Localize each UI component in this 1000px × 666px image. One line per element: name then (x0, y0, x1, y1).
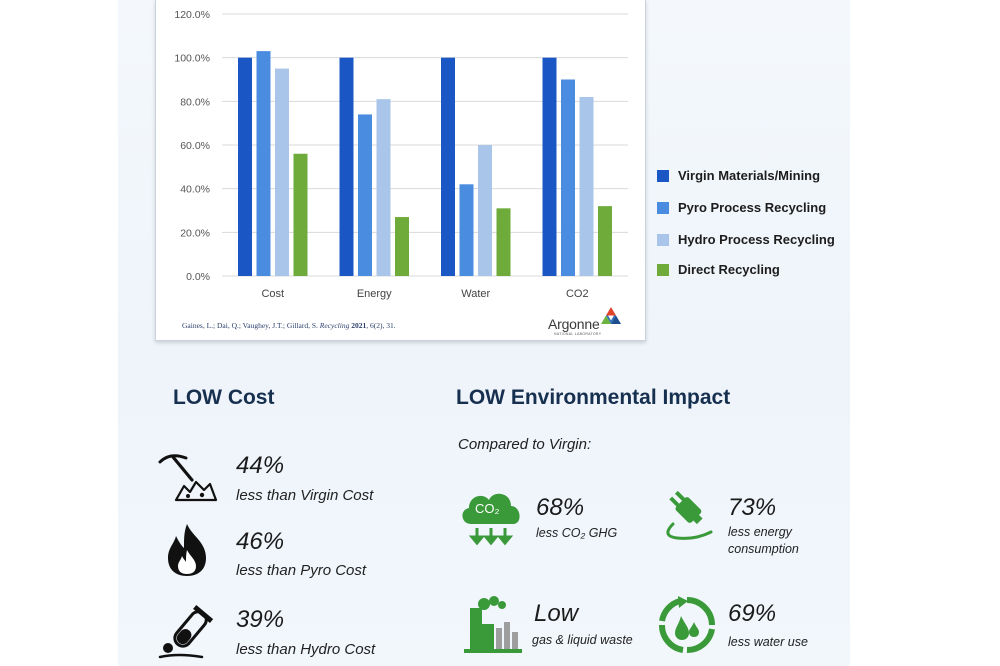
low-cost-heading: LOW Cost (173, 386, 275, 409)
stat-hydro-cost-text: less than Hydro Cost (236, 641, 376, 658)
bar (459, 184, 474, 276)
stat-energy-value: 73% (728, 494, 777, 521)
citation-journal: Recycling (319, 321, 350, 330)
bar (441, 57, 455, 276)
legend-label-pyro: Pyro Process Recycling (678, 200, 827, 215)
stat-waste-value: Low (534, 600, 579, 627)
co2-icon-text: CO₂ (475, 501, 500, 516)
stat-virgin-cost-value: 44% (236, 452, 285, 479)
bar (395, 217, 409, 276)
stat-pyro-cost-value: 46% (236, 528, 285, 555)
citation-authors: Gaines, L.; Dai, Q.; Vaughey, J.T.; Gill… (182, 321, 318, 330)
compared-to-virgin-note: Compared to Virgin: (458, 436, 592, 453)
bar (238, 57, 252, 276)
mining-pickaxe-icon (158, 454, 218, 502)
co2-cloud-icon: CO₂ (457, 484, 525, 546)
power-plug-icon (666, 490, 713, 540)
bar (561, 79, 575, 276)
stat-energy-line2: consumption (728, 542, 799, 556)
stat-co2-text: less CO₂ GHG (536, 526, 618, 540)
water-recycle-icon (658, 596, 715, 654)
bar (339, 57, 354, 276)
stat-waste-text: gas & liquid waste (532, 633, 633, 647)
stat-virgin-cost-text: less than Virgin Cost (236, 487, 374, 504)
y-tick-label: 120.0% (174, 9, 210, 21)
legend-label-hydro: Hydro Process Recycling (678, 232, 835, 247)
stat-co2-value: 68% (536, 494, 585, 521)
x-tick-label: Energy (357, 288, 392, 300)
bar (358, 114, 372, 276)
legend-swatch-virgin (657, 170, 669, 182)
citation-details: , 6(2), 31. (366, 321, 396, 330)
logo-name: Argonne (548, 316, 600, 332)
legend-swatch-hydro (657, 234, 669, 246)
logo-subtitle: NATIONAL LABORATORY (554, 332, 602, 336)
legend-swatch-direct (657, 264, 669, 276)
bar-chart: 0.0% 20.0% 40.0% 60.0% 80.0% 100.0% 120.0% Cost… (174, 9, 628, 300)
bar (579, 96, 594, 276)
bar (496, 208, 511, 276)
y-tick-label: 0.0% (186, 271, 210, 283)
factory-icon (464, 596, 522, 653)
citation: Gaines, L.; Dai, Q.; Vaughey, J.T.; Gill… (182, 321, 396, 330)
citation-year: 2021 (351, 321, 367, 330)
y-tick-label: 60.0% (180, 140, 210, 152)
bar (542, 57, 557, 276)
x-tick-label: Water (461, 288, 490, 300)
stat-water-value: 69% (728, 600, 777, 627)
fire-icon (168, 524, 206, 576)
stat-hydro-cost-value: 39% (236, 606, 285, 633)
bar (293, 153, 308, 276)
legend-label-direct: Direct Recycling (678, 262, 780, 277)
chart-card: 0.0% 20.0% 40.0% 60.0% 80.0% 100.0% 120.0% Cost… (155, 0, 646, 341)
argonne-logo: Argonne NATIONAL LABORATORY (548, 306, 628, 336)
bar (598, 206, 612, 276)
bar (376, 99, 391, 277)
argonne-triangle-icon (601, 307, 621, 324)
bar (256, 51, 271, 276)
x-tick-label: Cost (261, 288, 284, 300)
y-tick-label: 100.0% (174, 53, 210, 65)
y-tick-label: 80.0% (180, 96, 210, 108)
low-env-heading: LOW Environmental Impact (456, 386, 731, 409)
bar (478, 145, 492, 276)
y-tick-label: 40.0% (180, 184, 210, 196)
test-tube-icon (158, 605, 214, 659)
stat-energy-text: less energy consumption (728, 524, 799, 558)
legend-label-virgin: Virgin Materials/Mining (678, 168, 821, 183)
stat-water-text: less water use (728, 635, 808, 649)
bar (275, 68, 289, 276)
y-tick-label: 20.0% (180, 227, 210, 239)
stat-pyro-cost-text: less than Pyro Cost (236, 562, 367, 579)
legend-swatch-pyro (657, 202, 669, 214)
stat-energy-line1: less energy (728, 525, 792, 539)
x-tick-label: CO2 (566, 288, 589, 300)
